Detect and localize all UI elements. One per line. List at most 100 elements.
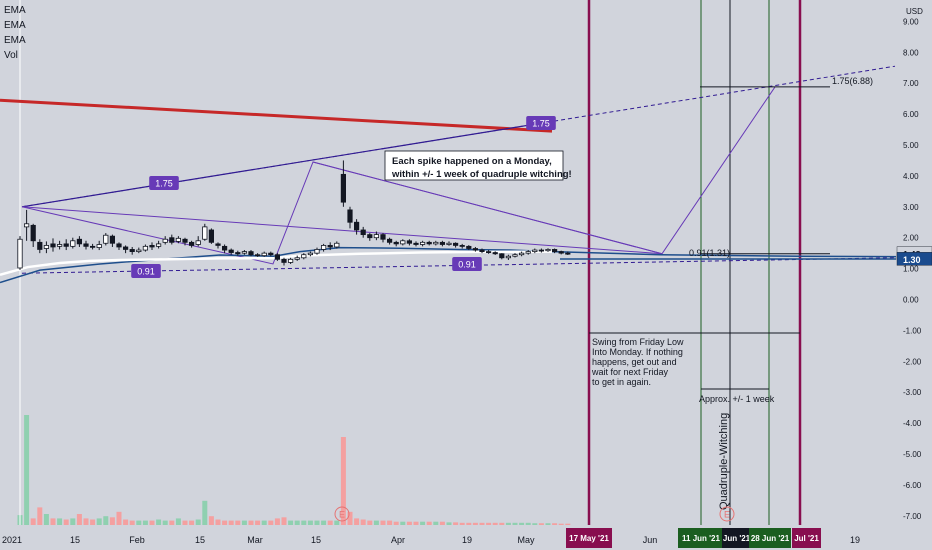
x-axis-tick-label: May [517, 535, 535, 545]
volume-bar [512, 522, 518, 525]
volume-bar [70, 518, 76, 525]
volume-bar [314, 520, 320, 525]
candle-body [314, 249, 320, 254]
y-axis-tick-label: 7.00 [903, 79, 919, 88]
candle-body [30, 224, 36, 242]
candle-body [545, 249, 551, 252]
y-axis-tick-label: 8.00 [903, 48, 919, 57]
candle-body [334, 242, 340, 248]
volume-bar [373, 520, 379, 525]
candle-body [123, 246, 129, 250]
volume-bar [321, 520, 327, 525]
spike-note-line2: within +/- 1 week of quadruple witching! [391, 169, 572, 180]
candle-body [301, 254, 307, 259]
volume-bar [387, 520, 393, 525]
price-badge [896, 252, 932, 266]
y-axis-tick-label: 5.00 [903, 141, 919, 150]
legend-ema-3[interactable]: EMA [4, 35, 26, 46]
earnings-marker-label: E [724, 510, 730, 520]
candle-body [386, 238, 393, 243]
volume-bar [307, 520, 313, 525]
x-axis-highlight-label: 28 Jun '21 [751, 534, 790, 543]
x-axis-tick-label: 19 [850, 535, 860, 545]
volume-bar [294, 520, 300, 525]
candle-body [367, 234, 373, 239]
spike-ray [21, 206, 663, 255]
volume-bar [90, 519, 96, 525]
candle-body [446, 242, 452, 245]
candle-body [538, 249, 545, 252]
volume-bar [334, 520, 340, 525]
volume-bar [37, 507, 43, 525]
candle-body [552, 249, 558, 253]
candle-body [109, 235, 115, 244]
candle-body [169, 237, 175, 243]
candle-body [63, 243, 69, 247]
y-axis-currency: USD [906, 7, 923, 16]
candle-body [532, 249, 538, 253]
volume-bar [57, 518, 63, 525]
channel-upper-solid [21, 120, 553, 208]
volume-bar [123, 519, 129, 525]
swing-note-line: wait for next Friday [591, 367, 669, 377]
red-trendline [0, 98, 553, 133]
candle-body [149, 245, 155, 248]
volume-bar [360, 519, 366, 525]
volume-bar [420, 521, 426, 525]
volume-bar [149, 520, 155, 525]
candle-body [373, 234, 380, 239]
candle-body [340, 173, 347, 203]
x-axis-tick-label: 2021 [2, 535, 22, 545]
volume-bar [63, 519, 69, 525]
candle-body [519, 252, 525, 256]
volume-bar [505, 522, 511, 525]
candle-body [380, 234, 386, 240]
candle-body [261, 252, 267, 257]
volume-bar [182, 520, 188, 525]
volume-bar [486, 522, 492, 525]
candle-body [103, 234, 109, 244]
earnings-marker [334, 506, 350, 522]
legend-ema-2[interactable]: EMA [4, 20, 26, 31]
candle-body [287, 258, 294, 263]
volume-bar [538, 523, 544, 525]
x-axis-tick-label: Apr [391, 535, 405, 545]
volume-bar [519, 522, 525, 525]
volume-bar [96, 518, 102, 525]
fib-base-label: 0.91(1.31) [689, 248, 730, 258]
volume-bar [426, 521, 432, 525]
candle-body [281, 258, 287, 263]
x-axis-tick-label: Feb [129, 535, 145, 545]
volume-bar [50, 518, 56, 525]
candle-body [136, 249, 142, 253]
candle-body [202, 226, 208, 240]
legend-ema-1[interactable]: EMA [4, 5, 26, 16]
volume-bar [354, 518, 360, 525]
candle-body [129, 249, 135, 253]
candle-body [221, 245, 228, 251]
candle-body [485, 251, 492, 254]
volume-bar [255, 520, 261, 525]
swing-note-line: Swing from Friday Low [592, 337, 684, 347]
candle-body [142, 245, 148, 251]
y-axis-tick-label: -5.00 [903, 450, 922, 459]
legend-volume[interactable]: Vol [4, 50, 18, 61]
plot-area [0, 0, 896, 525]
earnings-marker [719, 506, 735, 522]
candle-body [162, 238, 168, 243]
candle-body [558, 251, 564, 254]
candle-body [400, 240, 406, 245]
volume-bar [525, 522, 531, 525]
x-axis-highlight-box [722, 528, 751, 548]
fib-label-upper-box [526, 116, 556, 130]
volume-bar [552, 523, 558, 525]
fib-low-left: 0.91 [137, 267, 155, 277]
volume-bar [367, 520, 373, 525]
volume-bar [532, 523, 538, 525]
volume-bar [76, 514, 82, 525]
fib-label-left-box [149, 176, 179, 190]
ema-white-line [0, 250, 553, 276]
volume-bar [380, 520, 386, 525]
